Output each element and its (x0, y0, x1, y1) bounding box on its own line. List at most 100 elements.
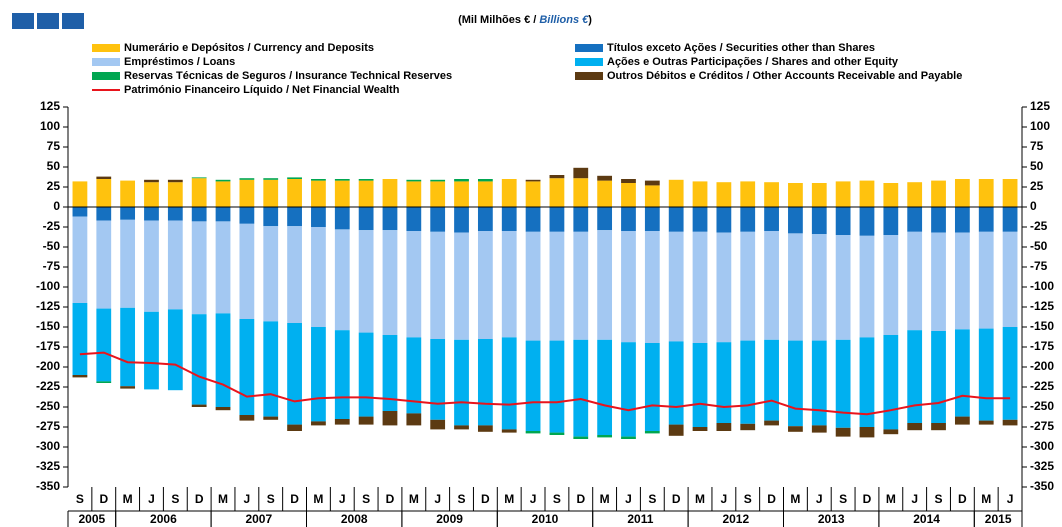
bar-segment (859, 235, 875, 338)
bar-segment (692, 207, 708, 232)
bar-segment (167, 309, 183, 391)
y2-tick-label: -350 (1030, 479, 1054, 493)
x-tick-label: J (721, 492, 728, 506)
bar-segment (358, 332, 374, 417)
x-tick-label: M (790, 492, 800, 506)
bar-segment (859, 427, 875, 438)
bar-segment (597, 230, 613, 340)
bar-segment (215, 221, 231, 314)
bar-segment (96, 308, 112, 382)
bar-segment (692, 231, 708, 343)
x-tick-label: J (1007, 492, 1014, 506)
year-label: 2012 (722, 512, 749, 526)
x-tick-label: S (171, 492, 179, 506)
bar-segment (978, 179, 994, 207)
bar-segment (621, 342, 636, 437)
bar-segment (788, 183, 803, 207)
bar-segment (764, 182, 779, 207)
bar-segment (334, 179, 350, 181)
y2-tick-label: -225 (1030, 379, 1054, 393)
y2-tick-label: 100 (1030, 119, 1050, 133)
bar-segment (859, 180, 875, 207)
bar-segment (835, 427, 851, 437)
legend-label: Numerário e Depósitos / Currency and Dep… (124, 42, 374, 54)
legend-swatch (92, 72, 120, 80)
bar-segment (501, 429, 517, 433)
bar-segment (811, 234, 827, 341)
bar-segment (954, 416, 970, 425)
bar-segment (382, 230, 398, 335)
bar-segment (907, 231, 923, 331)
bar-segment (549, 178, 565, 207)
bar-segment (883, 335, 899, 430)
bar-segment (883, 235, 899, 335)
y-tick-label: 75 (47, 139, 61, 153)
bar-segment (1002, 231, 1018, 327)
y-tick-label: -125 (36, 299, 60, 313)
bar-segment (287, 207, 302, 227)
bar-segment (525, 431, 541, 434)
y-tick-label: 100 (40, 119, 60, 133)
bar-segment (454, 181, 469, 207)
bar-segment (191, 177, 207, 179)
bar-segment (239, 319, 255, 415)
bar-segment (501, 231, 517, 338)
bar-segment (931, 423, 946, 431)
bar-segment (191, 404, 207, 407)
logo-block (12, 13, 34, 29)
bar-segment (621, 183, 636, 207)
x-tick-label: J (625, 492, 632, 506)
bar-segment (191, 207, 207, 222)
x-tick-label: J (339, 492, 346, 506)
x-tick-label: D (290, 492, 299, 506)
bar-segment (740, 181, 756, 207)
bar-segment (811, 340, 827, 426)
bar-segment (931, 180, 946, 207)
bar-segment (549, 207, 565, 232)
bar-segment (549, 432, 565, 435)
bar-segment (430, 181, 446, 207)
bar-segment (692, 343, 708, 427)
year-label: 2005 (78, 512, 105, 526)
bar-segment (263, 416, 279, 420)
bar-segment (644, 431, 660, 434)
bar-segment (406, 413, 422, 426)
bar-segment (573, 231, 589, 340)
x-tick-label: M (695, 492, 705, 506)
bar-segment (740, 231, 756, 341)
year-label: 2013 (818, 512, 845, 526)
bar-segment (573, 207, 589, 232)
bar-segment (764, 339, 779, 421)
bar-segment (525, 231, 541, 341)
bar-segment (621, 436, 636, 439)
bar-segment (454, 425, 469, 430)
bar-segment (978, 231, 994, 329)
bar-segment (501, 337, 517, 430)
bar-segment (430, 231, 446, 339)
bar-segment (215, 179, 231, 182)
bar-segment (716, 182, 732, 207)
bar-segment (668, 424, 684, 436)
bar-segment (644, 185, 660, 207)
bar-segment (644, 343, 660, 431)
x-tick-label: M (313, 492, 323, 506)
bar-segment (835, 235, 851, 340)
y2-tick-label: 125 (1030, 99, 1050, 113)
bar-segment (287, 323, 302, 425)
x-tick-label: M (504, 492, 514, 506)
bar-segment (668, 341, 684, 425)
line-series (79, 351, 1011, 416)
bar-segment (1002, 327, 1018, 420)
y-tick-label: -300 (36, 439, 60, 453)
bar-segment (573, 178, 589, 207)
bar-segment (954, 232, 970, 330)
logo-block (62, 13, 84, 29)
bar-segment (167, 220, 183, 310)
bar-segment (859, 207, 875, 236)
y-tick-label: -100 (36, 279, 60, 293)
bar-segment (239, 207, 255, 224)
bar-segment (311, 327, 326, 422)
bar-segment (644, 180, 660, 186)
bar-segment (978, 328, 994, 421)
